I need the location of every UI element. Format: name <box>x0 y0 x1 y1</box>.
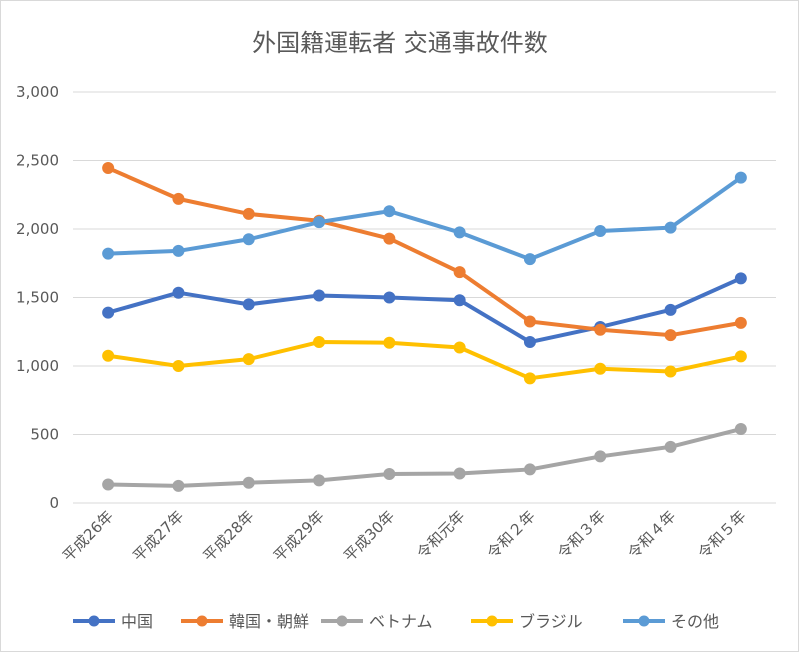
series-layer <box>102 162 747 492</box>
data-point <box>242 233 255 246</box>
series-line <box>106 175 743 262</box>
x-tick-label: 平成26年 <box>59 507 117 565</box>
data-point <box>453 266 466 279</box>
data-point <box>102 349 115 362</box>
y-tick-label: 1,000 <box>16 357 59 375</box>
legend-swatch-marker <box>88 615 100 627</box>
data-point <box>172 286 185 299</box>
data-point <box>453 226 466 239</box>
x-tick-label: 令和元年 <box>413 507 468 562</box>
data-point <box>453 294 466 307</box>
y-tick-label: 500 <box>30 426 59 444</box>
data-point <box>523 315 536 328</box>
data-point <box>102 306 115 319</box>
data-point <box>172 192 185 205</box>
series-line <box>106 276 743 345</box>
series-3 <box>102 423 747 492</box>
legend-item: ベトナム <box>321 612 433 631</box>
data-point <box>664 303 677 316</box>
data-point <box>172 479 185 492</box>
legend-swatch-marker <box>196 615 208 627</box>
legend-item: 韓国・朝鮮 <box>181 612 309 631</box>
legend-label: ベトナム <box>369 612 433 631</box>
data-point <box>664 365 677 378</box>
x-axis-ticks: 平成26年 平成27年 平成28年 平成29年 平成30年 令和元年 令和２年 令和３年 令和４… <box>59 507 750 565</box>
data-point <box>242 353 255 366</box>
legend-swatch-marker <box>336 615 348 627</box>
data-point <box>734 171 747 184</box>
legend: 中国 韓国・朝鮮 ベトナム ブラジル その他 <box>73 612 719 631</box>
data-point <box>594 362 607 375</box>
data-point <box>102 478 115 491</box>
legend-item: その他 <box>623 612 719 631</box>
data-point <box>594 323 607 336</box>
y-tick-label: 1,500 <box>16 289 59 307</box>
y-tick-label: 2,000 <box>16 220 59 238</box>
data-point <box>313 336 326 349</box>
y-tick-label: 2,500 <box>16 152 59 170</box>
data-point <box>383 232 396 245</box>
data-point <box>102 162 115 175</box>
x-tick-label: 平成30年 <box>340 507 398 565</box>
data-point <box>734 350 747 363</box>
legend-swatch-marker <box>638 615 650 627</box>
series-4 <box>102 336 747 385</box>
legend-label: ブラジル <box>519 612 583 631</box>
data-point <box>453 467 466 480</box>
data-point <box>594 225 607 238</box>
data-point <box>172 244 185 257</box>
x-tick-label: 平成28年 <box>200 507 258 565</box>
data-point <box>383 467 396 480</box>
data-point <box>383 336 396 349</box>
data-point <box>523 463 536 476</box>
data-point <box>734 316 747 329</box>
x-tick-label: 平成29年 <box>270 507 328 565</box>
data-point <box>523 372 536 385</box>
data-point <box>734 423 747 436</box>
series-5 <box>102 171 747 266</box>
chart-title: 外国籍運転者 交通事故件数 <box>252 29 548 57</box>
data-point <box>102 247 115 260</box>
data-point <box>242 476 255 489</box>
data-point <box>664 329 677 342</box>
y-axis-ticks: 0 500 1,000 1,500 2,000 2,500 3,000 <box>16 83 59 512</box>
data-point <box>523 336 536 349</box>
data-point <box>453 341 466 354</box>
legend-item: 中国 <box>73 612 153 631</box>
legend-item: ブラジル <box>471 612 583 631</box>
series-line <box>106 166 743 338</box>
data-point <box>734 272 747 285</box>
data-point <box>383 205 396 218</box>
data-point <box>313 216 326 229</box>
data-point <box>523 253 536 266</box>
series-1 <box>102 272 747 349</box>
data-point <box>242 298 255 311</box>
x-tick-label: 令和２年 <box>484 507 539 562</box>
x-tick-label: 令和４年 <box>624 507 679 562</box>
legend-swatch-marker <box>486 615 498 627</box>
x-tick-label: 令和５年 <box>695 507 750 562</box>
series-line <box>106 427 743 488</box>
legend-label: 韓国・朝鮮 <box>229 612 309 631</box>
y-tick-label: 0 <box>49 494 59 512</box>
data-point <box>664 221 677 234</box>
data-point <box>172 360 185 372</box>
legend-label: 中国 <box>121 612 153 631</box>
series-line <box>106 340 743 381</box>
data-point <box>383 291 396 304</box>
legend-label: その他 <box>671 612 719 631</box>
x-tick-label: 令和３年 <box>554 507 609 562</box>
data-point <box>242 207 255 220</box>
data-point <box>313 474 326 487</box>
data-point <box>664 440 677 453</box>
x-tick-label: 平成27年 <box>129 507 187 565</box>
data-point <box>313 289 326 302</box>
data-point <box>594 450 607 463</box>
y-tick-label: 3,000 <box>16 83 59 101</box>
